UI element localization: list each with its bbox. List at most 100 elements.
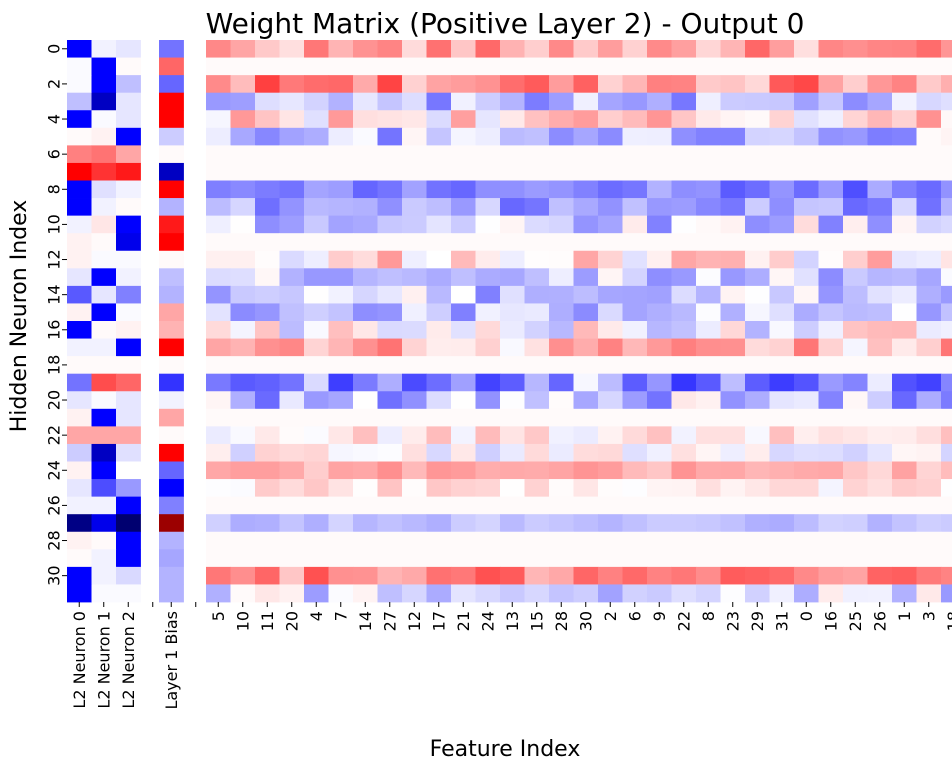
heatmap-cell (304, 285, 329, 304)
heatmap-cell (279, 180, 305, 199)
heatmap-cell (206, 250, 231, 269)
heatmap-cell (500, 198, 525, 217)
heatmap-cell (377, 566, 403, 585)
heatmap-cell (794, 461, 819, 480)
heatmap-cell (671, 531, 697, 550)
heatmap-cell (91, 549, 117, 568)
heatmap-cell (500, 566, 525, 585)
heatmap-cell (91, 496, 117, 515)
heatmap-cell (304, 321, 329, 339)
heatmap-cell (867, 321, 893, 339)
heatmap-cell (598, 584, 623, 603)
heatmap-cell (328, 514, 354, 533)
heatmap-cell (818, 479, 844, 498)
heatmap-cell (916, 285, 942, 304)
heatmap-cell (91, 110, 117, 129)
heatmap-cell (941, 338, 952, 357)
heatmap-cell (598, 233, 623, 252)
heatmap-cell (867, 145, 893, 164)
heatmap-cell (255, 549, 280, 568)
heatmap-cell (451, 321, 476, 339)
heatmap-cell (255, 75, 280, 94)
heatmap-cell (573, 250, 599, 269)
heatmap-cell (402, 233, 427, 252)
heatmap-cell (622, 496, 648, 515)
heatmap-cell (671, 391, 697, 410)
heatmap-cell (230, 268, 256, 287)
heatmap-cell (818, 373, 844, 392)
heatmap-cell (402, 110, 427, 129)
heatmap-cell (475, 373, 501, 392)
heatmap-cell (573, 566, 599, 585)
heatmap-cell (67, 566, 92, 585)
heatmap-cell (818, 75, 844, 94)
heatmap-cell (818, 514, 844, 533)
heatmap-cell (622, 373, 648, 392)
heatmap-cell (230, 549, 256, 568)
heatmap-cell (549, 145, 574, 164)
heatmap-cell (475, 127, 501, 146)
heatmap-cell (91, 92, 117, 111)
heatmap-cell (230, 461, 256, 480)
heatmap-cell (549, 198, 574, 217)
heatmap-cell (867, 162, 893, 181)
heatmap-cell (573, 356, 599, 375)
heatmap-cell (720, 391, 746, 410)
heatmap-cell (91, 40, 117, 58)
heatmap-cell (892, 268, 917, 287)
heatmap-cell (867, 285, 893, 304)
heatmap-cell (230, 408, 256, 427)
heatmap-cell (377, 461, 403, 480)
heatmap-cell (206, 356, 231, 375)
heatmap-cell (671, 75, 697, 94)
heatmap-cell (892, 250, 917, 269)
heatmap-cell (892, 110, 917, 129)
heatmap-cell (206, 584, 231, 603)
heatmap-cell (671, 443, 697, 462)
heatmap-cell (745, 162, 770, 181)
heatmap-cell (402, 321, 427, 339)
heatmap-cell (843, 531, 868, 550)
heatmap-cell (598, 303, 623, 322)
heatmap-cell (647, 408, 672, 427)
heatmap-cell (573, 75, 599, 94)
heatmap-cell (598, 321, 623, 339)
heatmap-cell (402, 408, 427, 427)
heatmap-cell (500, 549, 525, 568)
heatmap-cell (892, 233, 917, 252)
x-tick-label: 3 (919, 611, 938, 621)
heatmap-cell (696, 215, 721, 234)
heatmap-cell (451, 479, 476, 498)
heatmap-cell (159, 443, 184, 462)
heatmap-cell (622, 514, 648, 533)
heatmap-cell (867, 496, 893, 515)
heatmap-cell (573, 180, 599, 199)
heatmap-cell (671, 321, 697, 339)
heatmap-cell (402, 285, 427, 304)
heatmap-cell (916, 127, 942, 146)
heatmap-cell (916, 215, 942, 234)
heatmap-cell (598, 180, 623, 199)
heatmap-cell (353, 162, 378, 181)
heatmap-cell (892, 426, 917, 445)
heatmap-cell (524, 479, 550, 498)
heatmap-cell (867, 566, 893, 585)
heatmap-cell (67, 285, 92, 304)
heatmap-cell (598, 75, 623, 94)
heatmap-cell (159, 57, 184, 76)
heatmap-cell (116, 233, 141, 252)
heatmap-cell (377, 391, 403, 410)
heatmap-cell (843, 110, 868, 129)
heatmap-cell (377, 408, 403, 427)
heatmap-cell (745, 40, 770, 58)
heatmap-cell (941, 356, 952, 375)
heatmap-cell (328, 40, 354, 58)
heatmap-cell (769, 268, 795, 287)
heatmap-cell (622, 566, 648, 585)
heatmap-cell (475, 391, 501, 410)
heatmap-cell (426, 285, 452, 304)
heatmap-cell (867, 75, 893, 94)
x-tick-label: 8 (699, 611, 718, 621)
heatmap-cell (524, 75, 550, 94)
heatmap-cell (549, 57, 574, 76)
